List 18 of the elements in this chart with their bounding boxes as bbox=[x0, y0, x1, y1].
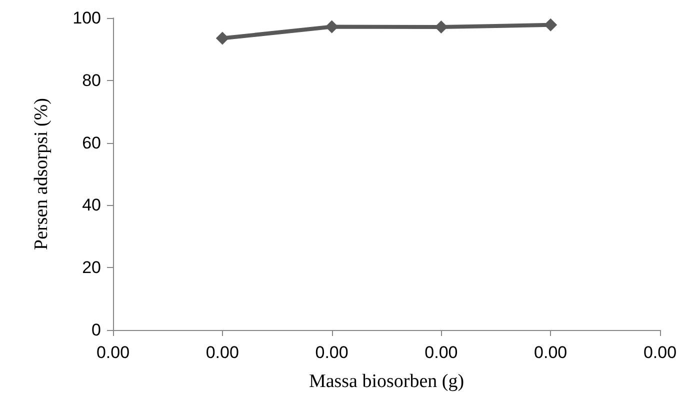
x-tick-label: 0.00 bbox=[206, 343, 239, 362]
point bbox=[544, 18, 558, 32]
y-tick-label: 100 bbox=[72, 8, 101, 28]
x-tick-label: 0.00 bbox=[643, 343, 677, 362]
y-tick-label: 0 bbox=[92, 320, 101, 340]
y-tick-label: 80 bbox=[82, 70, 101, 90]
x-tick-label: 0.00 bbox=[315, 343, 348, 362]
point bbox=[325, 20, 338, 34]
x-tick-label: 0.00 bbox=[424, 343, 458, 362]
x-tick-label: 0.00 bbox=[96, 343, 130, 362]
x-tick-label: 0.00 bbox=[534, 343, 568, 362]
point bbox=[434, 20, 448, 34]
point bbox=[216, 32, 229, 45]
y-axis-title: Persen adsorpsi (%) bbox=[31, 98, 52, 250]
y-tick-label: 20 bbox=[82, 258, 101, 278]
y-tick-label: 40 bbox=[82, 196, 101, 215]
x-axis-title: Massa biosorben (g) bbox=[308, 371, 464, 392]
y-tick-label: 60 bbox=[82, 133, 101, 152]
